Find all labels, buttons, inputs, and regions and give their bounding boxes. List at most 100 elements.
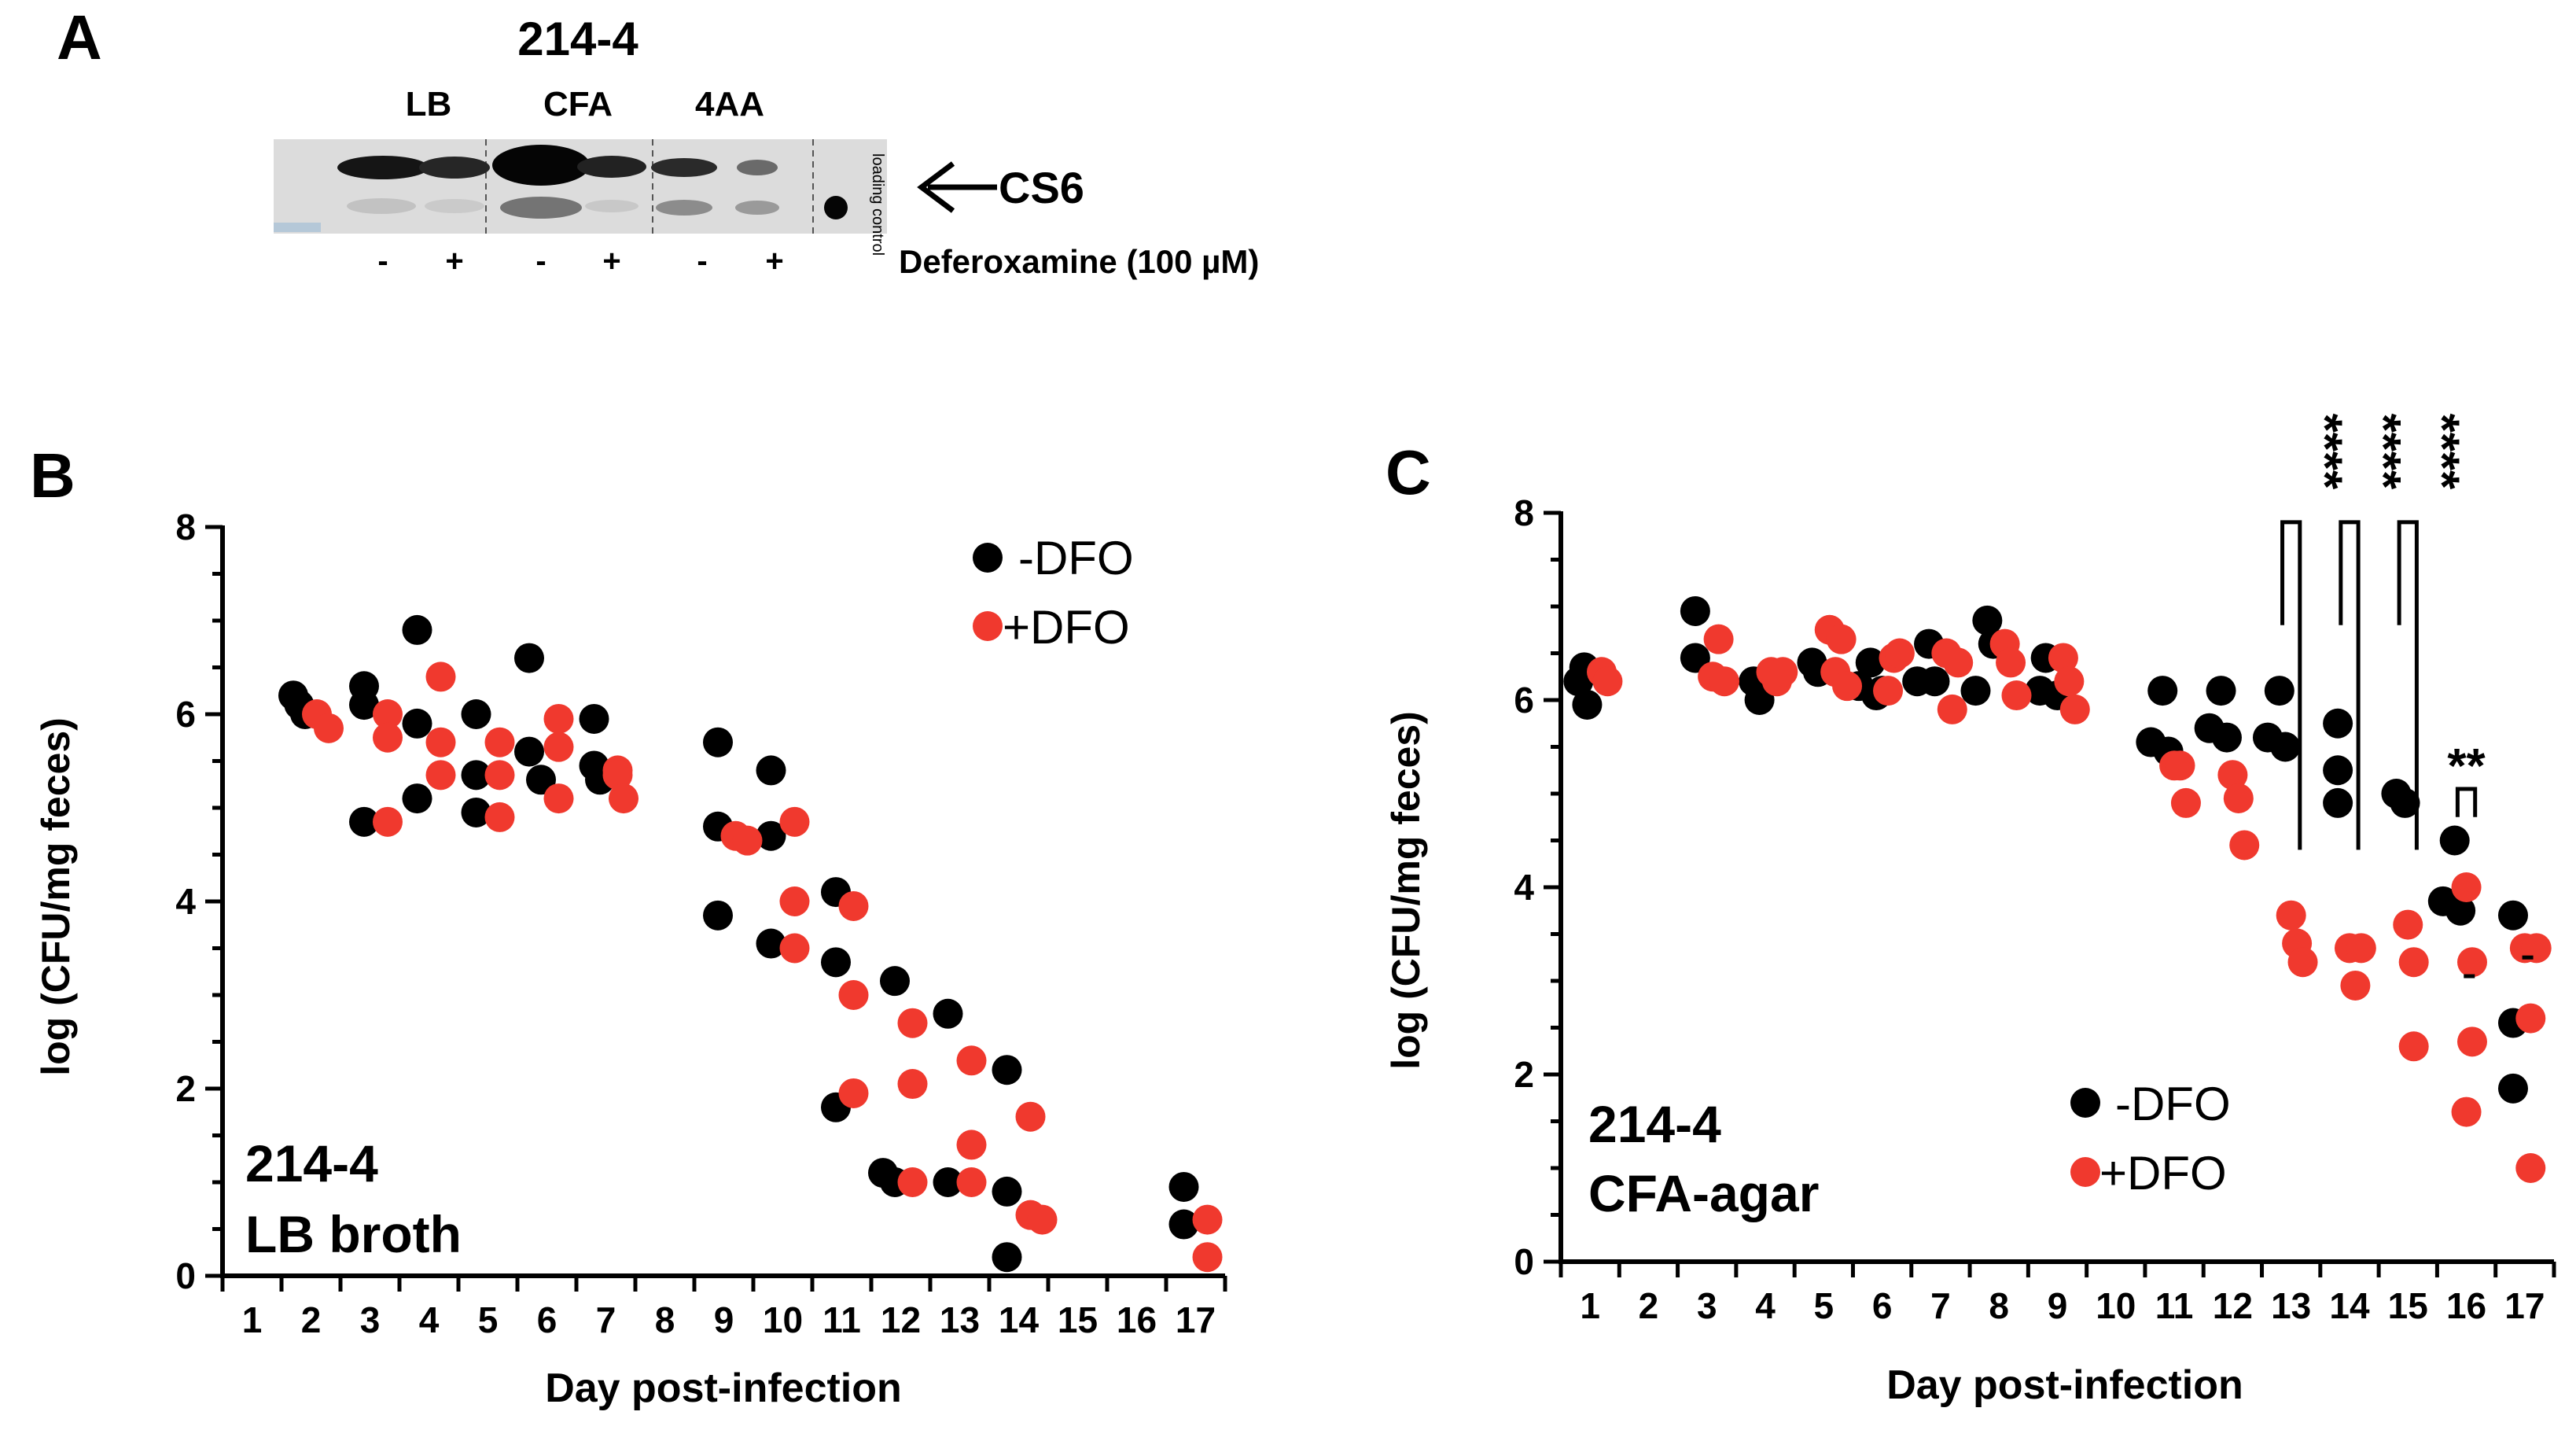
x-tick-label: 12 [2213, 1285, 2253, 1326]
x-tick-label: 2 [301, 1299, 322, 1340]
legend-marker-pos [973, 611, 1003, 641]
data-point-pos-dfo [2456, 947, 2487, 978]
x-tick-label: 13 [2271, 1285, 2311, 1326]
chart-b-annotation-strain: 214-4 [245, 1134, 378, 1192]
data-point-pos-dfo [609, 783, 638, 814]
data-point-neg-dfo [402, 783, 432, 814]
y-tick-label: 8 [175, 507, 196, 547]
data-point-pos-dfo [2456, 1026, 2487, 1057]
data-point-pos-dfo [373, 699, 403, 729]
data-point-neg-dfo [1168, 1171, 1199, 1202]
data-point-pos-dfo [373, 722, 403, 753]
data-point-neg-dfo [756, 755, 786, 786]
x-tick-label: 4 [1755, 1285, 1776, 1326]
data-point-pos-dfo [2287, 947, 2318, 978]
data-point-neg-dfo [2390, 787, 2420, 818]
x-tick-label: 6 [537, 1299, 558, 1340]
data-point-pos-dfo [602, 760, 633, 791]
data-point-neg-dfo [461, 797, 491, 827]
data-point-pos-dfo [732, 825, 763, 856]
significance-label: **** [2356, 414, 2410, 490]
x-tick-label: 16 [2446, 1285, 2486, 1326]
chart-c-annotation-strain: 214-4 [1588, 1095, 1721, 1153]
data-point-pos-dfo [2515, 1003, 2546, 1034]
x-tick-label: 11 [822, 1299, 861, 1340]
data-point-pos-dfo [484, 760, 515, 791]
treatment-signs: - + - + - + [377, 244, 783, 278]
data-point-pos-dfo [425, 760, 456, 791]
data-point-pos-dfo [1873, 676, 1904, 706]
y-tick-label: 4 [175, 881, 196, 922]
data-point-neg-dfo [1919, 666, 1950, 697]
legend-label-neg: -DFO [2115, 1078, 2231, 1130]
data-point-neg-dfo [2445, 895, 2476, 926]
x-tick-label: 10 [2096, 1285, 2136, 1326]
significance-bracket [2280, 520, 2302, 850]
data-point-pos-dfo [2398, 1031, 2429, 1062]
data-point-pos-dfo [779, 806, 810, 837]
panel-a-letter: A [57, 2, 102, 72]
significance-label: **** [2298, 414, 2352, 490]
data-point-pos-dfo [2217, 760, 2248, 791]
data-point-pos-dfo [1884, 638, 1915, 669]
data-point-pos-dfo [2451, 872, 2482, 902]
data-point-neg-dfo [2497, 1073, 2528, 1104]
data-point-neg-dfo [2147, 676, 2178, 706]
data-point-neg-dfo [2439, 825, 2470, 856]
x-tick-label: 8 [655, 1299, 675, 1340]
data-point-pos-dfo [2165, 750, 2195, 781]
data-point-pos-dfo [543, 783, 574, 814]
treatment-sign: + [602, 244, 620, 278]
x-tick-label: 17 [1176, 1299, 1216, 1340]
x-tick-label: 17 [2504, 1285, 2545, 1326]
data-point-pos-dfo [1703, 624, 1734, 654]
data-point-neg-dfo [992, 1242, 1022, 1273]
data-point-pos-dfo [2054, 666, 2085, 697]
chart-b-legend: -DFO +DFO [973, 532, 1134, 654]
data-point-neg-dfo [2323, 787, 2353, 818]
data-point-neg-dfo [1855, 647, 1886, 678]
data-point-pos-dfo [2001, 680, 2032, 711]
y-tick-label: 4 [1514, 867, 1534, 908]
data-point-neg-dfo [461, 760, 491, 791]
chart-b-xlabel: Day post-infection [545, 1366, 902, 1411]
data-point-neg-dfo [514, 643, 544, 673]
x-tick-label: 3 [360, 1299, 381, 1340]
data-point-neg-dfo [349, 806, 379, 837]
x-tick-label: 10 [763, 1299, 803, 1340]
data-point-neg-dfo [1960, 676, 1991, 706]
media-label-cfa: CFA [543, 85, 613, 123]
data-point-pos-dfo [956, 1045, 987, 1076]
chart-c-xlabel: Day post-infection [1886, 1362, 2243, 1408]
x-tick-label: 7 [596, 1299, 616, 1340]
x-tick-label: 14 [999, 1299, 1040, 1340]
data-point-neg-dfo [2264, 676, 2294, 706]
legend-label-neg: -DFO [1018, 532, 1134, 584]
x-tick-label: 8 [1989, 1285, 2009, 1326]
data-point-pos-dfo [2398, 947, 2429, 978]
significance-bracket [2455, 787, 2478, 817]
data-point-neg-dfo [992, 1176, 1022, 1207]
legend-marker-neg [973, 543, 1003, 573]
data-point-pos-dfo [2393, 909, 2423, 940]
data-point-pos-dfo [2276, 900, 2306, 931]
data-point-neg-dfo [756, 820, 786, 851]
data-point-neg-dfo [2323, 708, 2353, 739]
chart-b-ylabel: log (CFU/mg feces) [34, 717, 78, 1076]
data-point-pos-dfo [314, 713, 344, 743]
y-tick-label: 0 [175, 1255, 196, 1296]
data-point-pos-dfo [1832, 671, 1863, 702]
x-tick-label: 12 [881, 1299, 921, 1340]
y-tick-label: 6 [1514, 680, 1534, 721]
significance-label: **** [2414, 414, 2468, 490]
data-point-neg-dfo [933, 998, 963, 1029]
data-point-pos-dfo [484, 802, 515, 832]
data-point-pos-dfo [2451, 1096, 2482, 1127]
legend-marker-pos [2070, 1157, 2100, 1187]
data-point-pos-dfo [2170, 787, 2201, 818]
cs6-arrow [917, 161, 997, 213]
data-point-neg-dfo [1680, 595, 1710, 626]
